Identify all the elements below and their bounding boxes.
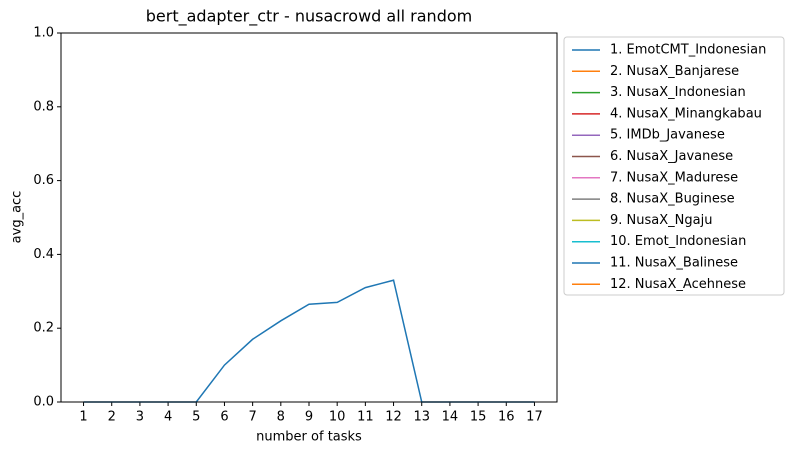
- x-tick-label: 15: [470, 410, 487, 425]
- y-tick-label: 1.0: [33, 26, 54, 41]
- legend-label: 11. NusaX_Balinese: [610, 256, 738, 271]
- x-tick-label: 6: [220, 410, 228, 425]
- y-tick-label: 0.0: [33, 395, 54, 410]
- legend-label: 5. IMDb_Javanese: [610, 128, 725, 143]
- legend-label: 12. NusaX_Acehnese: [610, 277, 746, 292]
- x-tick-label: 3: [136, 410, 144, 425]
- y-axis-label: avg_acc: [10, 191, 25, 244]
- chart-title: bert_adapter_ctr - nusacrowd all random: [146, 7, 472, 27]
- x-tick-label: 11: [357, 410, 374, 425]
- x-tick-label: 8: [277, 410, 285, 425]
- x-tick-label: 4: [164, 410, 172, 425]
- legend-label: 1. EmotCMT_Indonesian: [610, 43, 766, 58]
- y-tick-label: 0.4: [33, 247, 54, 262]
- legend-label: 3. NusaX_Indonesian: [610, 85, 746, 100]
- x-tick-label: 13: [413, 410, 430, 425]
- legend-box: [563, 36, 785, 296]
- x-tick-label: 10: [329, 410, 346, 425]
- x-tick-label: 1: [79, 410, 87, 425]
- x-tick-label: 9: [305, 410, 313, 425]
- x-tick-label: 14: [442, 410, 459, 425]
- x-tick-label: 2: [108, 410, 116, 425]
- series-line: [83, 279, 535, 403]
- legend-label: 4. NusaX_Minangkabau: [610, 106, 762, 121]
- legend-label: 7. NusaX_Madurese: [610, 170, 738, 185]
- legend-label: 8. NusaX_Buginese: [610, 192, 735, 207]
- legend-label: 10. Emot_Indonesian: [610, 234, 746, 249]
- x-axis-label: number of tasks: [256, 430, 362, 445]
- legend-label: 6. NusaX_Javanese: [610, 149, 733, 164]
- x-tick-label: 16: [498, 410, 515, 425]
- legend-label: 9. NusaX_Ngaju: [610, 213, 712, 228]
- plot-frame: [60, 32, 558, 403]
- x-tick-label: 12: [385, 410, 402, 425]
- x-tick-label: 5: [192, 410, 200, 425]
- y-tick-label: 0.2: [33, 321, 54, 336]
- y-tick-label: 0.6: [33, 173, 54, 188]
- x-tick-label: 17: [526, 410, 543, 425]
- x-tick-label: 7: [248, 410, 256, 425]
- y-tick-label: 0.8: [33, 99, 54, 114]
- legend-label: 2. NusaX_Banjarese: [610, 64, 739, 79]
